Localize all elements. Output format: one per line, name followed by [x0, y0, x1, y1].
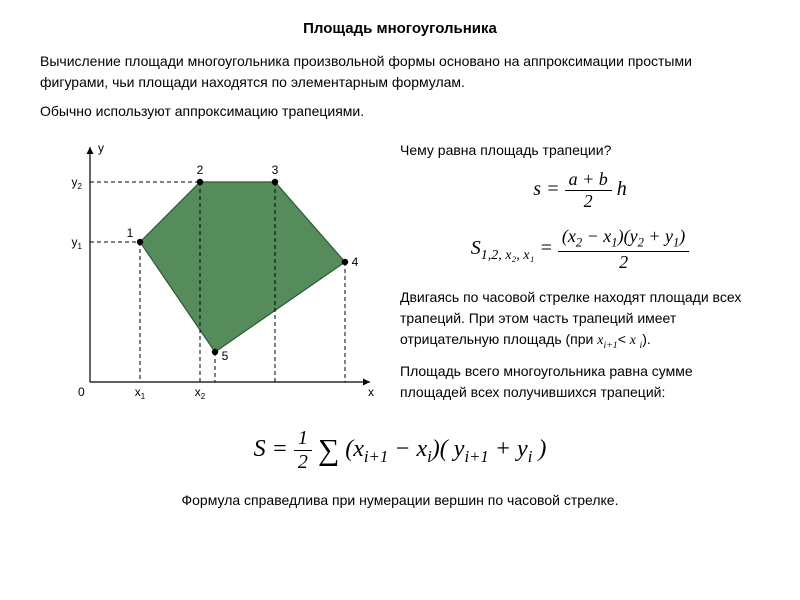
formula-lhs: s [533, 178, 541, 200]
final-S: S [254, 436, 266, 462]
final-formula: S = 1 2 ∑ (xi+1 − xi)( yi+1 + yi ) [40, 427, 760, 474]
final-eq: = [266, 436, 294, 462]
svg-text:0: 0 [78, 385, 85, 399]
body-para-2: Площадь всего многоугольника равна сумме… [400, 361, 760, 403]
svg-text:y1: y1 [72, 235, 83, 251]
svg-text:1: 1 [127, 226, 134, 240]
final-half-num: 1 [294, 427, 312, 451]
svg-text:x: x [368, 385, 374, 399]
polygon-diagram: 1 2 3 4 5 x y 0 x1 x2 y1 y2 [40, 132, 380, 412]
page-title: Площадь многоугольника [40, 20, 760, 37]
s12-den: 2 [558, 252, 689, 273]
final-half-den: 2 [294, 451, 312, 474]
footnote: Формула справедлива при нумерации вершин… [40, 490, 760, 511]
s12-num: (x2 − x1)(y2 + y1) [558, 226, 689, 252]
formula-numerator: a + b [565, 169, 612, 191]
intro-para-1: Вычисление площади многоугольника произв… [40, 51, 760, 93]
svg-text:4: 4 [352, 255, 359, 269]
text-column: Чему равна площадь трапеции? s = a + b 2… [400, 132, 760, 415]
svg-text:3: 3 [272, 163, 279, 177]
content-row: 1 2 3 4 5 x y 0 x1 x2 y1 y2 Чему равна площадь трап… [40, 132, 760, 415]
svg-text:y: y [98, 141, 104, 155]
svg-text:5: 5 [222, 349, 229, 363]
s12-formula: S1,2, x₂, x₁ = (x2 − x1)(y2 + y1) 2 [400, 226, 760, 273]
diagram-column: 1 2 3 4 5 x y 0 x1 x2 y1 y2 [40, 132, 380, 415]
formula-h: h [617, 178, 627, 200]
svg-text:y2: y2 [72, 175, 83, 191]
trapezoid-question: Чему равна площадь трапеции? [400, 140, 760, 161]
s12-sub: 1,2, x₂, x₁ [481, 248, 535, 263]
formula-denominator: 2 [565, 191, 612, 212]
sigma-icon: ∑ [318, 434, 339, 467]
body-para-1: Двигаясь по часовой стрелке находят площ… [400, 287, 760, 353]
formula-eq: = [546, 178, 560, 200]
svg-text:x1: x1 [135, 385, 146, 401]
svg-text:2: 2 [197, 163, 204, 177]
trapezoid-area-formula: s = a + b 2 h [400, 169, 760, 212]
s12-eq: = [539, 237, 553, 259]
intro-para-2: Обычно используют аппроксимацию трапеция… [40, 101, 760, 122]
svg-text:x2: x2 [195, 385, 206, 401]
s12-S: S [471, 237, 481, 259]
